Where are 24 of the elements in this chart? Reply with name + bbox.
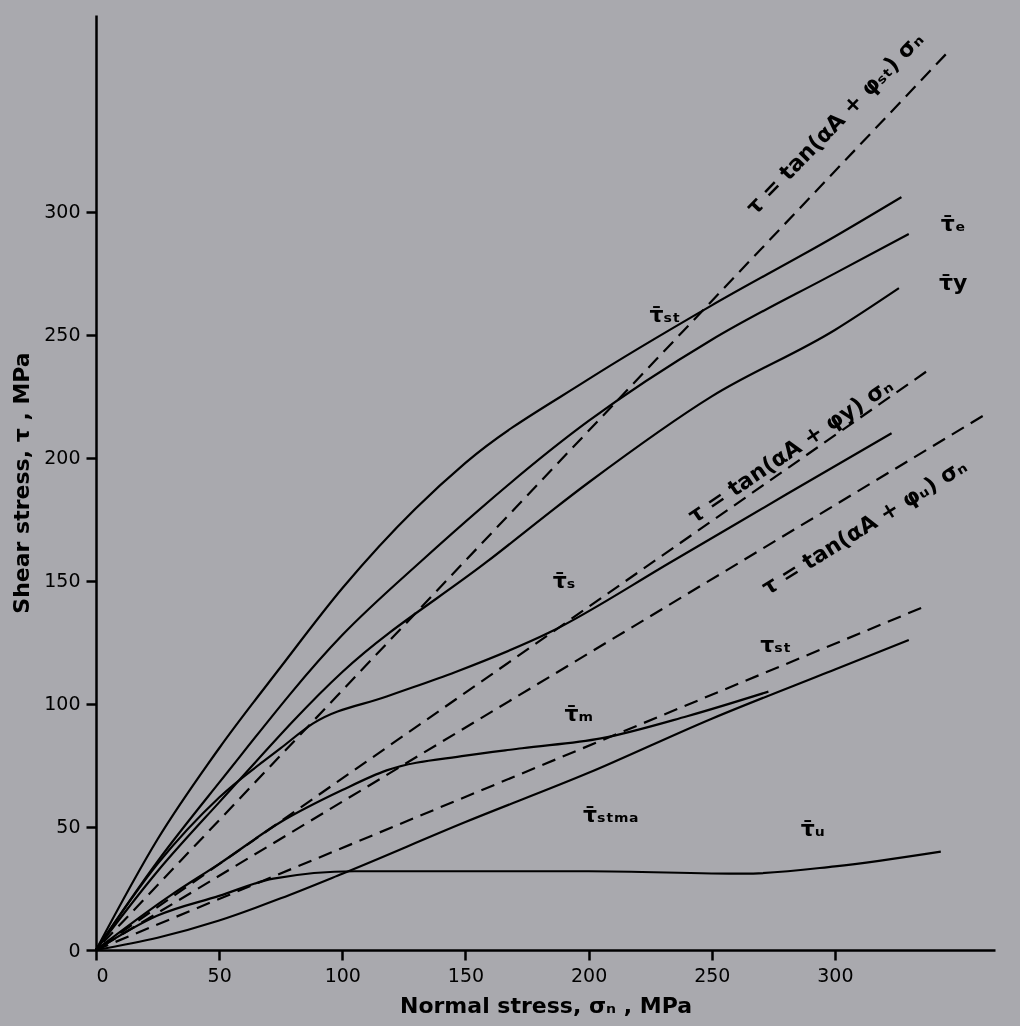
y-tick-label: 100 (44, 692, 81, 715)
annotation: τ̄ₑ (940, 211, 966, 237)
x-tick-label: 250 (694, 963, 731, 986)
annotation: τ̄ₘ (564, 700, 594, 726)
x-tick-label: 300 (817, 963, 854, 986)
x-tick-label: 150 (447, 963, 485, 986)
annotation: τ̄ₛₜₘₐ (582, 801, 639, 827)
x-tick-label: 200 (570, 963, 608, 986)
x-tick-label: 0 (96, 963, 109, 986)
y-tick-label: 300 (44, 200, 81, 223)
y-tick-label: 50 (56, 815, 81, 838)
annotation: τ̄ᵤ (800, 816, 825, 842)
y-tick-label: 150 (44, 569, 81, 592)
annotation: τₛₜ (760, 631, 792, 657)
x-tick-label: 100 (324, 963, 361, 986)
annotation: τ̄y (938, 270, 968, 296)
y-axis-title: Shear stress, τ , MPa (9, 352, 35, 614)
x-tick-label: 50 (207, 963, 232, 986)
y-tick-label: 0 (68, 938, 81, 961)
x-axis-title: Normal stress, σₙ , MPa (399, 992, 693, 1018)
annotation: τ̄ₛ (552, 567, 576, 593)
y-tick-label: 250 (44, 323, 81, 346)
annotation: τ̄ₛₜ (649, 302, 681, 328)
y-tick-label: 200 (44, 446, 81, 469)
